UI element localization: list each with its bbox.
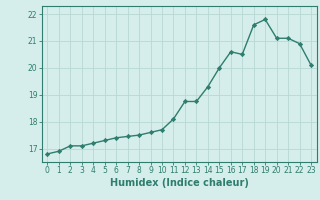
X-axis label: Humidex (Indice chaleur): Humidex (Indice chaleur)	[110, 178, 249, 188]
